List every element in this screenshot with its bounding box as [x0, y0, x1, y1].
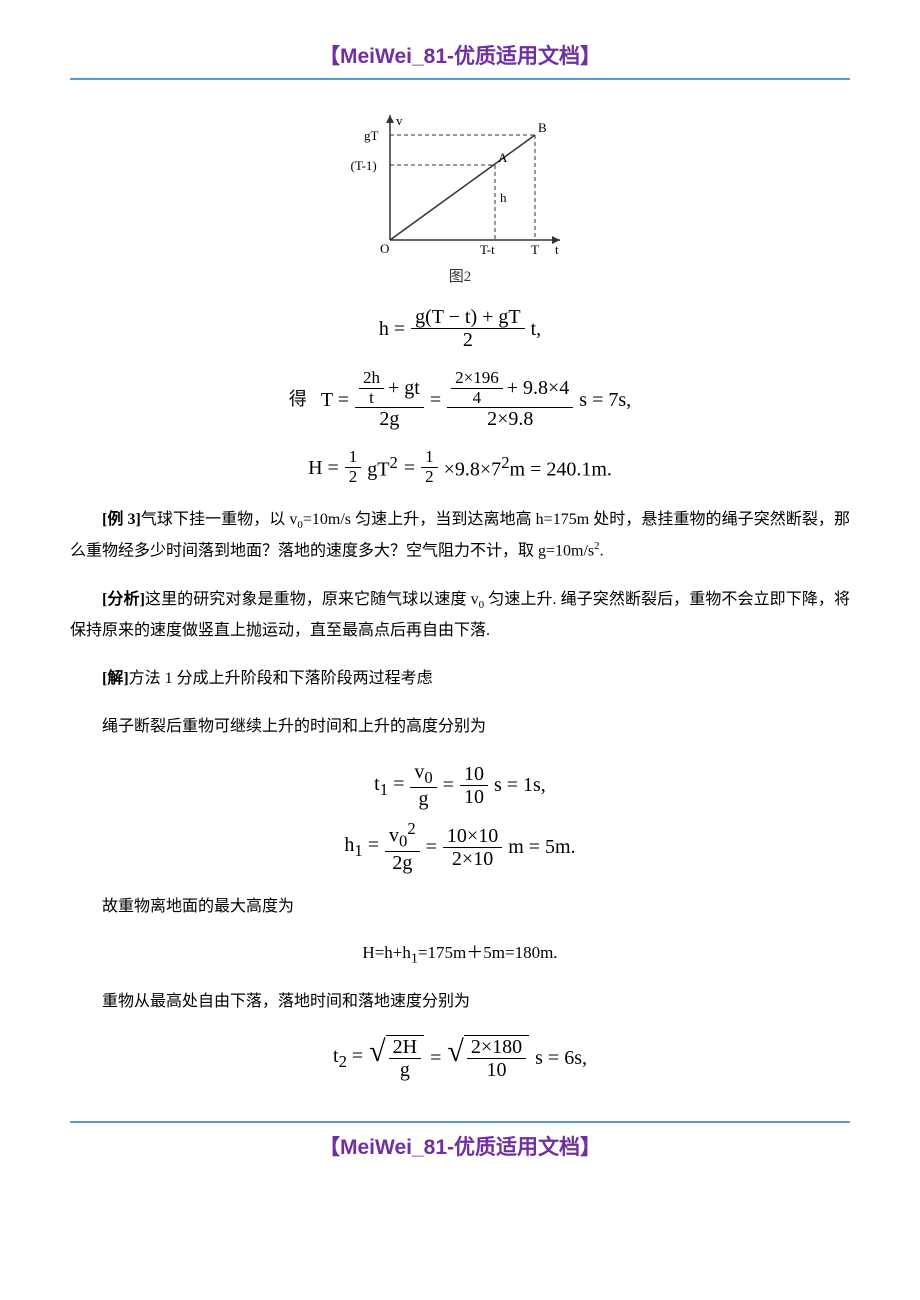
analysis-text1: 这里的研究对象是重物，原来它随气球以速度 v — [145, 591, 479, 608]
eq1-den: 2 — [459, 329, 477, 351]
eq3-fn: 1 — [345, 448, 362, 468]
example3-text1: 气球下挂一重物，以 v — [141, 511, 298, 528]
eq2-f2nt: 2×196 — [451, 369, 503, 389]
t2-s1d: g — [396, 1059, 414, 1081]
eq2-f2plus: + 9.8×4 — [507, 377, 570, 399]
eq-H: H = 1 2 gT2 = 1 2 ×9.8×72m = 240.1m. — [70, 448, 850, 486]
eq3-mid: gT — [367, 459, 389, 481]
after-rope-para: 绳子断裂后重物可继续上升的时间和上升的高度分别为 — [70, 712, 850, 742]
h1-eq2: = — [426, 833, 437, 861]
h1-f1d: 2g — [388, 852, 416, 874]
eq-T: 得 T = 2h t + gt 2g = 2×196 4 — [70, 369, 850, 430]
eq3-sup2: 2 — [501, 453, 509, 472]
eq2-f2nb: 4 — [469, 389, 486, 408]
eq1-num: g(T − t) + gT — [411, 306, 525, 329]
eq2-f1den: 2g — [375, 408, 403, 430]
t1-tail: s = 1s, — [494, 771, 546, 799]
figure-2: v t O gT g(T-1) B A h T-t T 图2 — [70, 110, 850, 286]
eq3-sup: 2 — [390, 453, 398, 472]
h1-f2d: 2×10 — [448, 848, 497, 870]
t2-eq: = — [347, 1045, 363, 1067]
sqrt-icon: √ — [369, 1037, 385, 1083]
t1-eq: = — [388, 773, 404, 795]
eq-t1: t1 = v0 g = 10 10 s = 1s, h1 = v02 2g = … — [70, 761, 850, 874]
t2-s2n: 2×180 — [467, 1036, 526, 1059]
Tt-label: T-t — [480, 242, 495, 257]
h1-sub: 1 — [354, 841, 362, 860]
analysis-label: [分析] — [102, 591, 145, 608]
eq2-prefix: 得 — [289, 387, 307, 412]
gT1-label: g(T-1) — [350, 158, 377, 173]
origin-label: O — [380, 241, 389, 256]
figure-caption: 图2 — [70, 265, 850, 286]
point-B: B — [538, 120, 547, 135]
freefall-para: 重物从最高处自由下落，落地时间和落地速度分别为 — [70, 987, 850, 1017]
eq3-f2d: 2 — [421, 468, 438, 487]
eq2-f1nb: t — [365, 389, 378, 408]
point-A: A — [498, 150, 508, 165]
t1-f2d: 10 — [460, 786, 488, 808]
t1-eq2: = — [443, 771, 454, 799]
eq-t2: t2 = √ 2H g = √ 2×180 10 — [70, 1035, 850, 1081]
h1-tail: m = 5m. — [508, 833, 575, 861]
Hsum-sub: 1 — [411, 950, 418, 966]
axis-t-label: t — [555, 242, 559, 257]
eq2-lhs: T = — [321, 386, 349, 414]
t2-s1n: 2H — [389, 1036, 421, 1059]
eq3-fd: 2 — [345, 468, 362, 487]
gT-label: gT — [364, 128, 379, 143]
t2-sub: 2 — [339, 1052, 347, 1071]
eq3-tail: ×9.8×7 — [444, 459, 502, 481]
eq2-f2den: 2×9.8 — [483, 408, 537, 430]
h1-f1n: v — [389, 825, 399, 847]
h1-lhs: h — [344, 834, 354, 856]
eq3-m: m = 240.1m. — [510, 459, 612, 481]
T-label: T — [531, 242, 539, 257]
axis-v-label: v — [396, 113, 403, 128]
h1-f1np: 2 — [407, 819, 415, 838]
eq2-f1plus: + gt — [388, 377, 420, 399]
eq3-lhs: H = — [308, 454, 339, 482]
t2-tail: s = 6s, — [535, 1044, 587, 1072]
t1-f2n: 10 — [460, 763, 488, 786]
eq2-tail: s = 7s, — [579, 386, 631, 414]
eq3-eq: = — [404, 454, 415, 482]
Hsum-a: H=h+h — [362, 943, 410, 962]
eq3-f2n: 1 — [421, 448, 438, 468]
example3-para: [例 3]气球下挂一重物，以 v0=10m/s 匀速上升，当到达离地高 h=17… — [70, 505, 850, 567]
doc-footer: 【MeiWei_81-优质适用文档】 — [70, 1121, 850, 1161]
eq1-lhs: h = — [379, 315, 405, 343]
eq2-eq1: = — [430, 386, 441, 414]
solution-para: [解]方法 1 分成上升阶段和下落阶段两过程考虑 — [70, 664, 850, 694]
h-label: h — [500, 190, 507, 205]
example3-label: [例 3] — [102, 511, 141, 528]
solution-text: 方法 1 分成上升阶段和下落阶段两过程考虑 — [129, 670, 433, 687]
eq1-tail: t, — [531, 315, 542, 343]
solution-label: [解] — [102, 670, 129, 687]
example3-end: . — [600, 542, 604, 559]
t2-eq2: = — [430, 1044, 441, 1072]
t1-f1ns: 0 — [424, 768, 432, 787]
Hsum-tail: =175m＋5m=180m. — [418, 943, 558, 962]
h1-eq: = — [363, 834, 379, 856]
doc-header: 【MeiWei_81-优质适用文档】 — [70, 40, 850, 80]
t1-f1n: v — [414, 761, 424, 783]
maxheight-para: 故重物离地面的最大高度为 — [70, 892, 850, 922]
t1-f1d: g — [415, 788, 433, 810]
eq2-f1nt: 2h — [359, 369, 384, 389]
eq-Hsum: H=h+h1=175m＋5m=180m. — [70, 941, 850, 969]
sqrt-icon-2: √ — [447, 1037, 463, 1083]
t1-sub: 1 — [380, 780, 388, 799]
eq-h: h = g(T − t) + gT 2 t, — [70, 306, 850, 351]
t2-s2d: 10 — [482, 1059, 510, 1081]
analysis-para: [分析]这里的研究对象是重物，原来它随气球以速度 v0 匀速上升. 绳子突然断裂… — [70, 585, 850, 646]
h1-f2n: 10×10 — [443, 825, 502, 848]
